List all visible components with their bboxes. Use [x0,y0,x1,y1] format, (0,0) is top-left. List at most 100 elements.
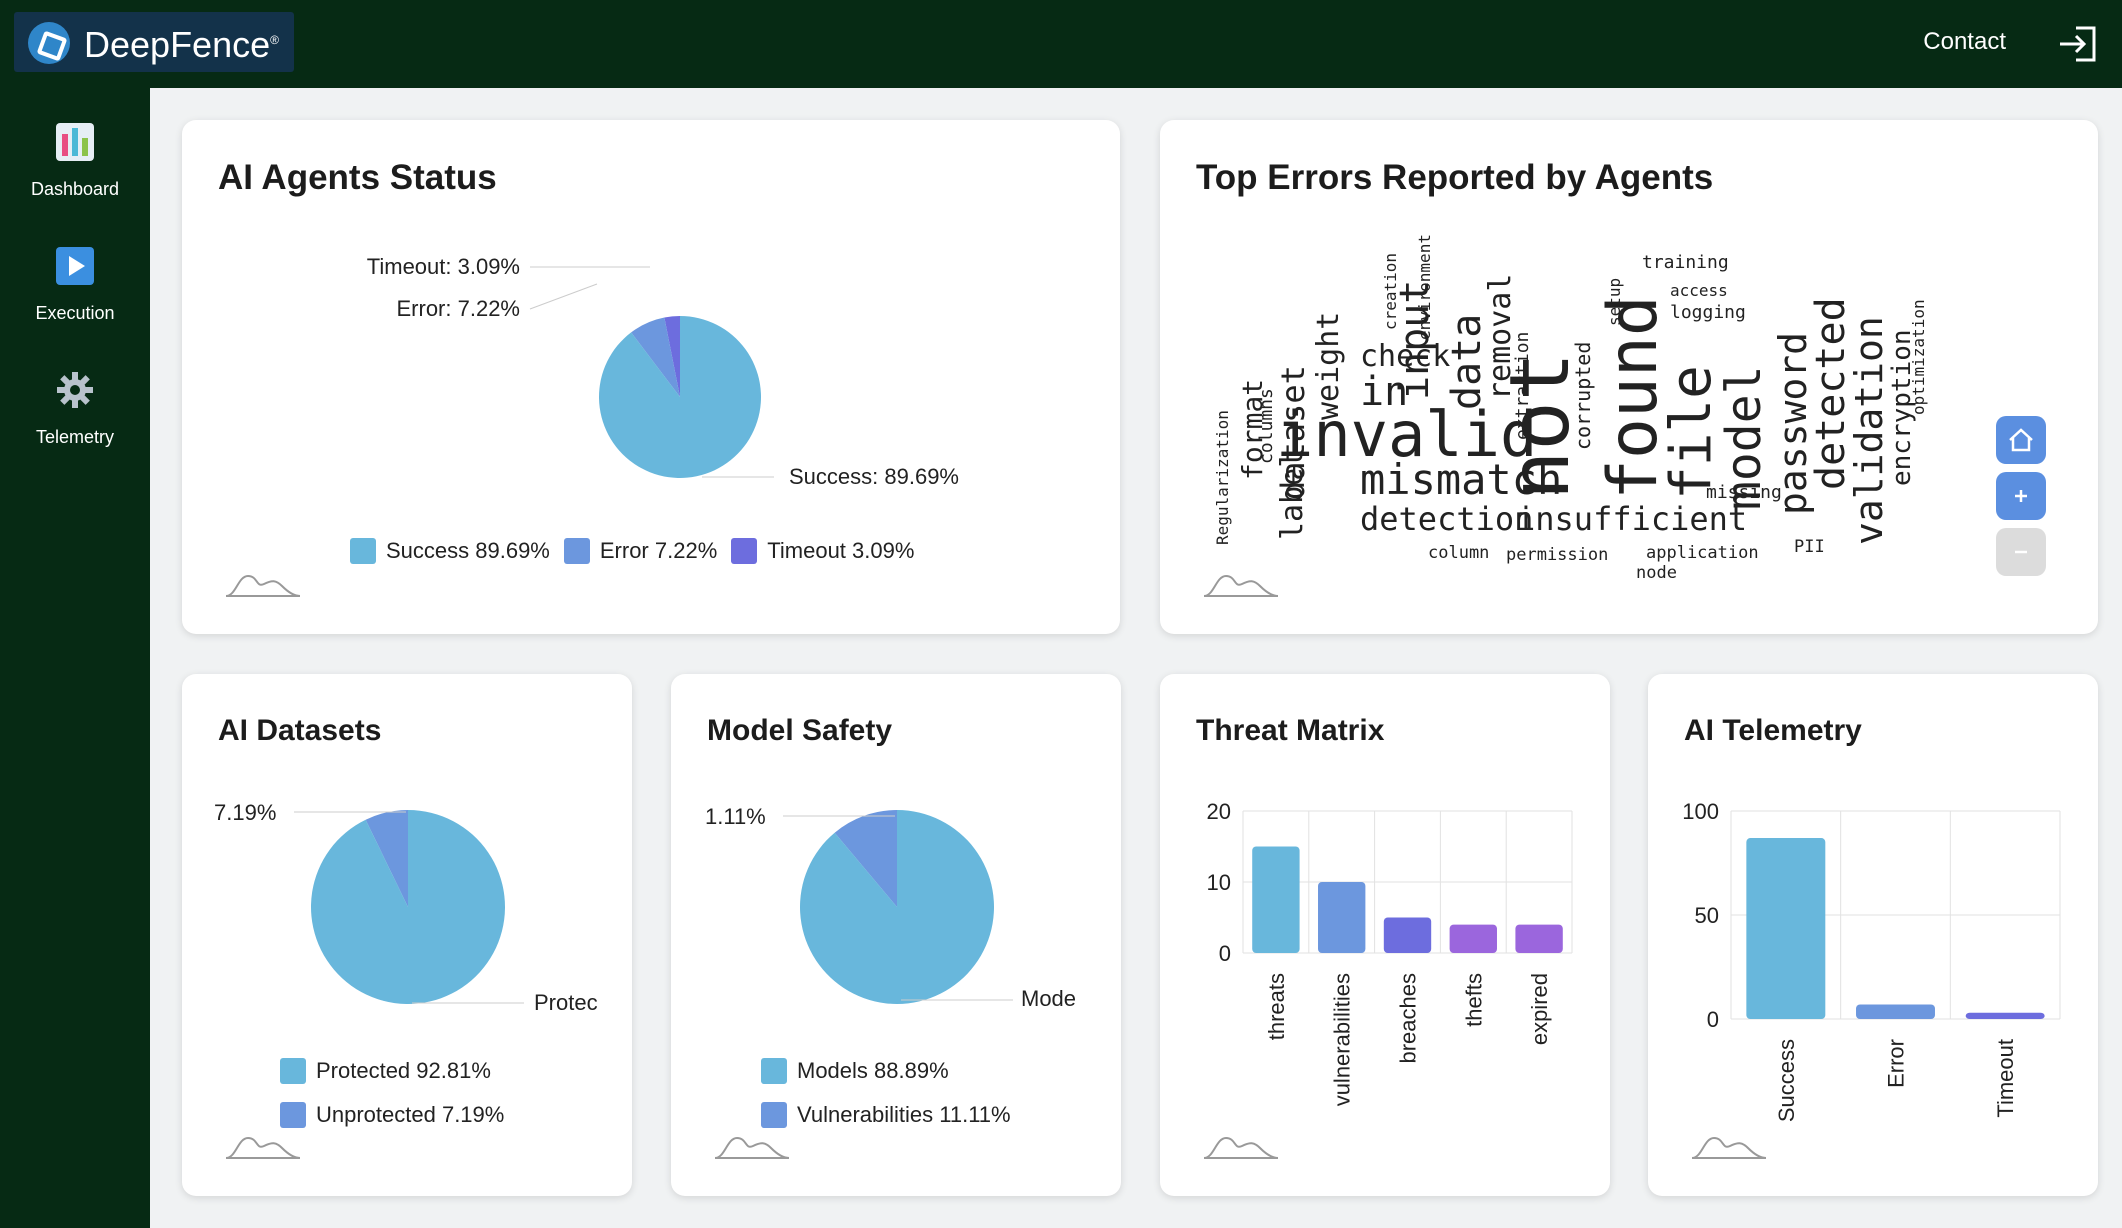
legend-success[interactable]: Success 89.69% [386,538,550,563]
dashboard-icon [56,123,94,161]
legend-timeout[interactable]: Timeout 3.09% [767,538,915,563]
chart-legend: Models 88.89% [761,1058,949,1084]
word: weight [1311,312,1346,420]
legend-error[interactable]: Error 7.22% [599,538,718,563]
bar-breaches[interactable] [1383,917,1432,954]
word: password [1771,332,1815,515]
sidebar-item-label: Execution [35,303,115,323]
x-tick-label: vulnerabilities [1330,973,1355,1106]
legend-swatch[interactable] [350,538,376,564]
bar-vulnerabilities[interactable] [1318,882,1366,953]
model-safety-chart [783,810,1013,1004]
top-bar: DeepFence® Contact [0,0,2122,88]
protected-label: Protec [534,990,598,1015]
word: detection [1360,500,1533,538]
word: format [1236,379,1269,480]
word: access [1670,281,1728,300]
leader-line [529,283,598,310]
pie-chart [311,810,505,1004]
pie-slice-models[interactable] [800,810,994,1004]
legend-swatch[interactable] [731,538,758,564]
sidebar-item-dashboard[interactable]: Dashboard [0,98,150,208]
bar-timeout[interactable] [1965,1012,2045,1019]
card-title: Model Safety [707,714,893,747]
success-label: Success: 89.69% [789,464,959,489]
legend-swatch[interactable] [280,1102,306,1128]
error-label: Error: 7.22% [396,296,521,321]
word: invalid [1276,398,1537,471]
word: environment [1415,234,1434,340]
pie-chart [800,810,994,1004]
word: creation [1381,253,1400,330]
sparkline-icon [225,574,301,597]
word: training [1642,252,1729,273]
card-title: AI Datasets [218,714,382,747]
agents-status-card: AI Agents Status Timeout: 3.09% Error: 7… [182,120,1120,634]
pie-slice-timeout[interactable] [664,316,680,397]
pie-chart [599,316,761,478]
threat-matrix-card: Threat Matrix 0 10 20 threats vulnerabilitie… [1160,674,1610,1196]
telemetry-chart: 0 50 100 Success Error Timeout [1682,799,2061,1122]
app-name: DeepFence [84,24,271,65]
zoom-in-button[interactable] [1996,472,2046,520]
bar-error[interactable] [1856,1004,1935,1019]
word: insufficient [1516,500,1747,538]
pie-slice-protected[interactable] [311,810,505,1004]
word: mismatch [1360,455,1562,504]
word: Regularization [1213,410,1232,545]
word: column [1428,543,1489,563]
x-tick-label: expired [1527,973,1552,1045]
word: corrupted [1571,342,1595,450]
sparkline-icon [1203,574,1279,597]
pie-slice-error[interactable] [631,317,680,397]
contact-link[interactable]: Contact [1923,28,2006,55]
sparkline-icon [225,1136,301,1159]
word: input [1392,280,1438,400]
word: application [1646,543,1759,563]
sidebar-item-telemetry[interactable]: Telemetry [0,346,150,456]
word: missing [1706,482,1782,503]
legend-models[interactable]: Models 88.89% [797,1058,949,1083]
legend-swatch[interactable] [280,1058,306,1084]
sidebar-item-execution[interactable]: Execution [0,222,150,332]
agents-status-chart [529,266,774,478]
home-zoom-button[interactable] [1996,416,2046,464]
x-tick-label: threats [1264,973,1289,1040]
logout-icon[interactable] [2056,22,2100,66]
minus-icon [2015,550,2027,554]
pie-slice-vulnerabilities[interactable] [834,810,897,907]
plus-icon [2015,490,2027,502]
word: check [1360,339,1450,374]
y-tick-label: 50 [1695,903,1719,928]
x-tick-label: Error [1884,1039,1909,1088]
word: logging [1670,302,1746,323]
bar-expired[interactable] [1515,924,1563,953]
x-tick-label: Timeout [1993,1039,2018,1118]
legend-swatch[interactable] [563,538,590,564]
card-title: AI Telemetry [1684,714,1862,747]
bar-success[interactable] [1746,838,1826,1019]
legend-unprotected[interactable]: Unprotected 7.19% [316,1102,505,1127]
legend-vulnerabilities[interactable]: Vulnerabilities 11.11% [797,1102,1011,1127]
datasets-card: AI Datasets 7.19% Protec Protected 92.81… [182,674,632,1196]
home-icon [2009,428,2033,452]
app-logo[interactable]: DeepFence® [14,12,294,72]
vulnerabilities-label: 1.11% [705,804,766,829]
bar-thefts[interactable] [1449,924,1497,953]
word-cloud: columns Regularization format label data… [1213,234,1928,583]
logo-mark-icon [28,22,70,64]
zoom-out-button[interactable] [1996,528,2046,576]
word: setup [1605,278,1624,326]
pie-slice-unprotected[interactable] [365,810,408,907]
legend-protected[interactable]: Protected 92.81% [316,1058,491,1083]
card-title: Threat Matrix [1196,714,1385,747]
bar-threats[interactable] [1252,846,1300,954]
word: in [1360,369,1408,415]
sparkline-icon [714,1136,790,1159]
x-tick-label: breaches [1396,973,1421,1064]
legend-swatch[interactable] [761,1058,787,1084]
pie-slice-success[interactable] [599,316,761,478]
threat-matrix-chart: 0 10 20 threats vulnerabilities breaches theft… [1207,799,1573,1106]
card-title: Top Errors Reported by Agents [1196,158,1714,197]
legend-swatch[interactable] [761,1102,787,1128]
